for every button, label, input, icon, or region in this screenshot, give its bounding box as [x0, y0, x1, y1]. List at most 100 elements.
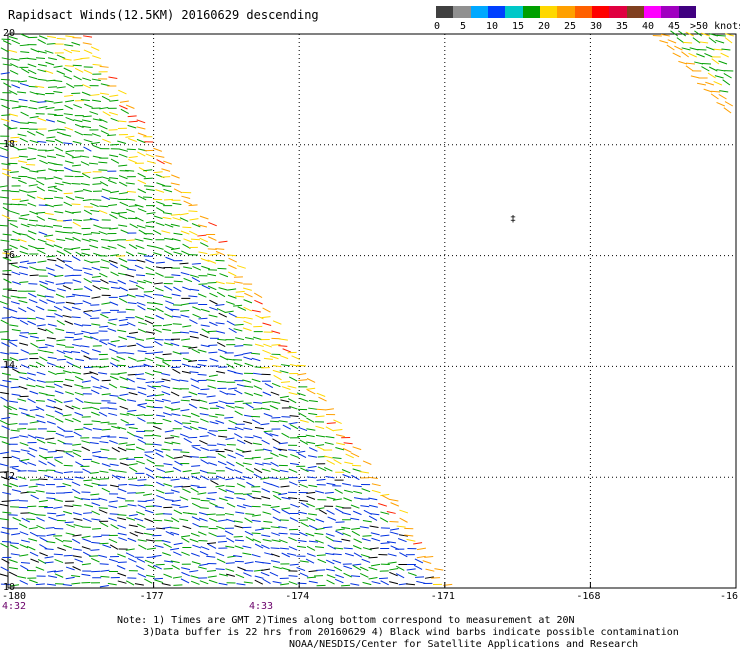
wind-barb	[128, 557, 137, 563]
wind-barb	[56, 128, 66, 131]
wind-barb	[272, 490, 282, 495]
wind-barb	[397, 538, 407, 543]
wind-barb	[91, 411, 100, 416]
wind-barb	[8, 412, 18, 416]
wind-barb	[724, 37, 733, 44]
wind-barb	[189, 570, 199, 573]
wind-barb	[19, 57, 29, 60]
legend-swatch	[661, 6, 679, 18]
wind-barb	[28, 299, 38, 304]
wind-barb	[99, 470, 109, 473]
wind-barb	[56, 257, 65, 263]
wind-barb	[288, 481, 298, 486]
longitude-label: -171	[430, 591, 455, 602]
wind-barb	[253, 401, 263, 404]
wind-barb	[92, 455, 102, 458]
wind-barb	[109, 513, 119, 515]
wind-barb	[63, 142, 73, 145]
wind-barb	[99, 118, 108, 123]
wind-barb	[269, 571, 279, 577]
wind-barb	[326, 579, 335, 585]
wind-barb	[137, 402, 147, 406]
wind-barb	[44, 474, 54, 479]
wind-barb	[129, 280, 138, 284]
wind-barb	[35, 400, 45, 402]
wind-barb	[227, 288, 237, 291]
wind-barb	[235, 290, 245, 293]
wind-barb	[83, 311, 92, 317]
wind-barb	[119, 201, 129, 207]
wind-barb	[8, 405, 18, 411]
wind-barb	[56, 514, 66, 517]
wind-barb	[180, 230, 190, 235]
wind-barb	[341, 526, 351, 530]
wind-barb	[108, 407, 118, 410]
wind-barb	[126, 198, 136, 201]
wind-barb	[404, 534, 414, 537]
wind-barb	[8, 400, 19, 403]
wind-barb	[27, 69, 37, 75]
wind-barb	[162, 412, 172, 416]
wind-barb	[44, 225, 54, 228]
wind-barb	[44, 561, 54, 564]
wind-barb	[200, 459, 209, 465]
wind-barb	[28, 538, 38, 542]
wind-barb	[126, 387, 136, 390]
wind-barb	[44, 212, 54, 215]
wind-barb	[144, 357, 154, 362]
wind-barb	[137, 188, 147, 194]
wind-barb	[26, 384, 36, 388]
wind-barb	[152, 425, 162, 430]
wind-barb	[272, 565, 282, 570]
wind-barb	[279, 354, 289, 360]
wind-barb	[215, 322, 225, 325]
wind-barb	[271, 344, 281, 346]
wind-barb	[134, 435, 144, 439]
wind-barb	[379, 517, 389, 523]
wind-barb	[165, 256, 175, 261]
wind-barb	[253, 473, 263, 479]
wind-barb	[57, 439, 66, 445]
wind-barb	[378, 503, 388, 507]
wind-barb	[413, 564, 423, 570]
wind-barb	[72, 236, 81, 242]
wind-barb	[102, 138, 111, 143]
wind-barb	[29, 579, 38, 584]
wind-barb	[45, 405, 55, 409]
wind-barb	[29, 116, 39, 119]
wind-barb	[109, 394, 119, 397]
wind-barb	[11, 489, 21, 493]
wind-barb	[10, 136, 20, 139]
wind-barb	[242, 475, 252, 480]
wind-barb	[134, 204, 144, 208]
wind-barb	[26, 306, 36, 312]
wind-barb	[117, 211, 127, 214]
wind-barb	[126, 517, 136, 521]
wind-barb	[152, 554, 162, 558]
wind-barb	[252, 372, 263, 375]
wind-barb	[75, 251, 84, 257]
wind-barb	[110, 158, 120, 164]
wind-barb	[251, 378, 261, 383]
wind-barb	[155, 272, 164, 277]
wind-barb	[181, 551, 190, 556]
wind-barb	[98, 507, 108, 509]
wind-barb	[161, 384, 171, 389]
wind-barb	[290, 462, 300, 466]
wind-barb	[200, 475, 209, 481]
wind-barb	[2, 206, 12, 213]
wind-barb	[81, 440, 91, 444]
wind-barb	[90, 460, 100, 465]
wind-barb	[8, 308, 18, 313]
wind-barb	[63, 249, 72, 255]
wind-barb	[120, 419, 130, 424]
wind-barb	[128, 524, 138, 528]
wind-barb	[206, 513, 216, 516]
wind-barb	[137, 305, 146, 311]
wind-barb	[164, 498, 174, 502]
wind-barb	[65, 391, 74, 395]
wind-barb	[299, 572, 309, 578]
wind-barb	[109, 177, 119, 180]
wind-barb	[117, 372, 127, 375]
wind-barb	[199, 440, 208, 445]
